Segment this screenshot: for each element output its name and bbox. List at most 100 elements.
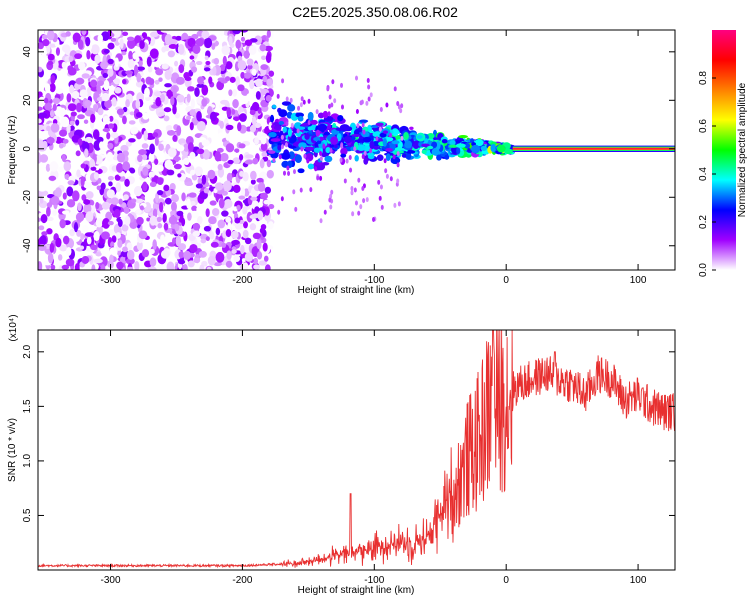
spectral-cell (361, 154, 365, 160)
spectral-cell (230, 230, 239, 239)
spectral-cell (90, 44, 100, 55)
spectral-cell (393, 202, 397, 208)
spectral-cell (436, 154, 442, 161)
spectral-cell (138, 149, 147, 156)
spectral-cell (164, 69, 172, 81)
spectral-cell (195, 183, 203, 189)
spectral-cell (53, 177, 61, 188)
spectral-cell (205, 208, 210, 218)
spectral-cell (125, 141, 132, 147)
spectral-cell (376, 154, 384, 161)
spectral-cell (260, 136, 267, 145)
spectral-cell (110, 84, 115, 92)
spectral-cell (232, 157, 241, 165)
spectral-cell (378, 126, 382, 132)
spectral-cell (382, 138, 388, 147)
spectral-cell (245, 154, 254, 159)
spectral-cell (38, 66, 43, 73)
spectral-cell (192, 230, 200, 237)
spectral-cell (155, 68, 164, 76)
spectral-cell (133, 185, 143, 197)
spectral-cell (256, 177, 264, 183)
spectral-cell (196, 148, 205, 155)
spectral-cell (444, 154, 450, 160)
spectral-cell (77, 114, 85, 120)
spectral-cell (148, 97, 154, 107)
spectral-cell (86, 236, 92, 245)
spectral-cell (84, 136, 94, 144)
spectral-cell (107, 220, 114, 226)
spectral-cell (155, 192, 160, 204)
spectral-cell (96, 84, 101, 93)
spectral-cell (319, 218, 323, 224)
spectral-cell (49, 161, 59, 172)
spectral-cell (95, 201, 100, 210)
spectral-cell (197, 215, 203, 225)
spectral-cell (52, 119, 58, 125)
spectral-cell (176, 144, 185, 152)
spectral-cell (38, 124, 45, 131)
spectral-cell (46, 228, 53, 235)
spectral-cell (201, 139, 210, 147)
spectral-cell (186, 93, 191, 103)
spectral-cell (197, 76, 205, 85)
spectral-cell (239, 113, 247, 122)
y-tick-label: -40 (22, 238, 33, 253)
spectral-cell (288, 137, 296, 144)
spectral-cell (265, 53, 272, 64)
spectral-cell (158, 143, 164, 152)
spectral-cell (55, 237, 62, 248)
spectral-cell (306, 158, 310, 164)
spectral-cell (326, 86, 330, 92)
spectral-cell (358, 119, 369, 123)
spectral-cell (83, 203, 92, 214)
spectral-cell (121, 51, 127, 56)
spectral-cell (174, 112, 181, 119)
spectral-cell (264, 45, 274, 52)
spectral-cell (307, 111, 314, 121)
spectral-cell (310, 119, 318, 125)
spectral-cell (170, 96, 175, 106)
spectral-cell (267, 150, 276, 154)
spectral-cell (192, 222, 201, 231)
spectral-cell (190, 200, 196, 207)
spectral-cell (251, 68, 257, 76)
spectral-cell (241, 187, 246, 198)
spectral-cell (362, 129, 366, 135)
spectral-cell (196, 110, 202, 122)
spectral-cell (217, 219, 226, 229)
spectral-cell (379, 132, 387, 138)
spectral-cell (284, 142, 288, 148)
spectral-cell (397, 201, 401, 207)
spectral-cell (264, 264, 271, 270)
spectral-cell (385, 148, 393, 152)
spectral-cell (168, 215, 178, 225)
spectral-cell (260, 133, 268, 138)
spectral-cell (228, 89, 233, 97)
spectral-cell (280, 134, 284, 140)
snr-series-line (38, 330, 675, 569)
spectral-cell (198, 250, 207, 258)
spectral-cell (46, 43, 51, 54)
x-tick-label: 100 (630, 275, 647, 286)
spectral-cell (107, 58, 114, 65)
spectral-cell (464, 142, 471, 149)
spectral-cell (164, 197, 172, 205)
snr-panel: -300 -200 -100 0 100 0.5 1.0 1.5 2.0 Height of … (7, 314, 676, 596)
spectral-cell (121, 224, 129, 232)
spectral-cell (52, 97, 61, 105)
spectral-cell (278, 121, 285, 125)
spectral-cell (85, 36, 91, 47)
colorbar-tick-label: 0.8 (698, 71, 709, 85)
spectral-cell (405, 149, 416, 154)
spectral-cell (46, 125, 51, 132)
spectral-cell (77, 138, 83, 146)
spectral-cell (307, 98, 311, 104)
spectral-cell (93, 104, 98, 112)
spectral-cell (211, 42, 216, 50)
spectral-cell (359, 204, 363, 210)
spectral-cell (41, 231, 48, 236)
spectral-cell (260, 192, 269, 200)
spectral-cell (84, 232, 94, 237)
x-tick-label: -300 (101, 575, 121, 586)
